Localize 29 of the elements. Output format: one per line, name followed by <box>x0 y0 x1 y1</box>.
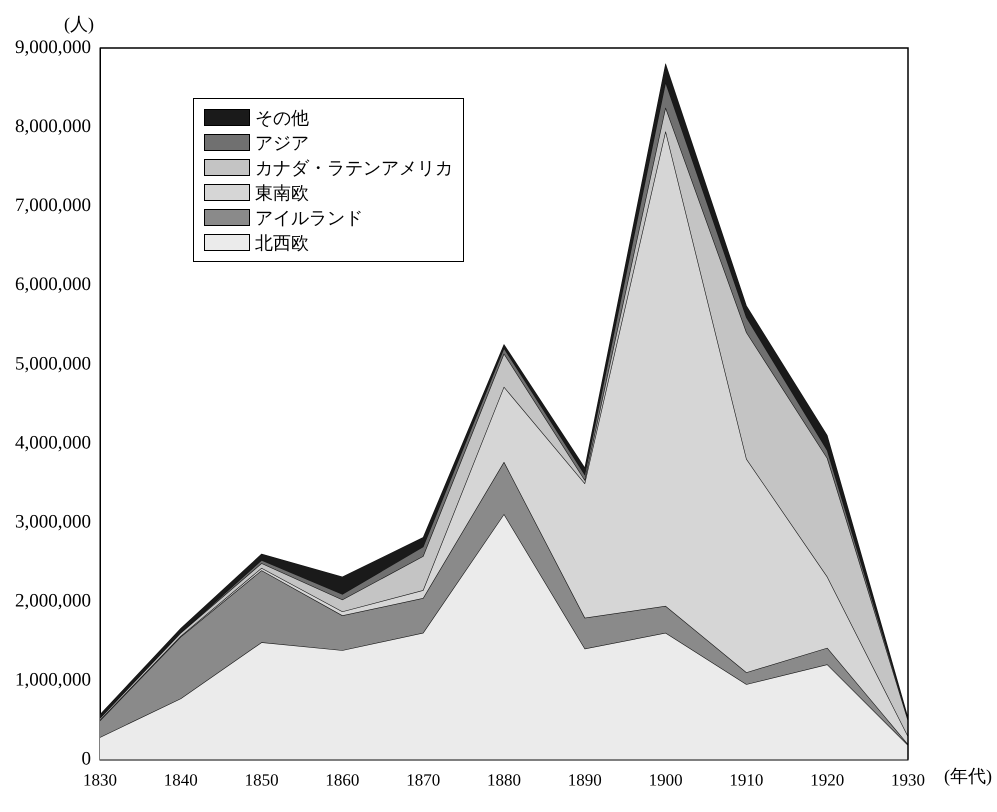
x-tick-label: 1850 <box>244 770 279 790</box>
y-tick-label: 5,000,000 <box>15 353 91 374</box>
y-tick-label: 1,000,000 <box>15 670 91 691</box>
x-tick-label: 1930 <box>891 770 925 790</box>
y-tick-label: 8,000,000 <box>15 116 91 138</box>
x-tick-label: 1870 <box>406 770 440 790</box>
x-tick-label: 1900 <box>648 770 683 790</box>
legend-label: アジア <box>255 132 309 154</box>
x-axis-title: (年代) <box>944 765 992 788</box>
x-tick-label: 1910 <box>729 770 764 790</box>
y-tick-label: 9,000,000 <box>15 36 91 58</box>
y-tick-label: 0 <box>82 748 91 770</box>
y-tick-label: 2,000,000 <box>15 590 91 612</box>
legend-label: 北西欧 <box>255 232 309 254</box>
legend-label: 東南欧 <box>255 182 309 204</box>
x-tick-label: 1880 <box>487 770 521 790</box>
legend-label: その他 <box>255 106 309 130</box>
y-axis-title: (人) <box>64 13 94 36</box>
y-tick-label: 4,000,000 <box>15 432 91 454</box>
y-tick-label: 3,000,000 <box>15 511 91 532</box>
x-tick-label: 1860 <box>325 770 360 790</box>
y-tick-label: 6,000,000 <box>15 274 91 296</box>
legend-label: アイルランド <box>255 206 363 230</box>
x-tick-label: 1840 <box>164 770 198 790</box>
legend-label: カナダ・ラテンアメリカ <box>255 156 453 180</box>
x-tick-label: 1890 <box>568 770 602 790</box>
x-tick-label: 1920 <box>810 770 844 790</box>
x-tick-label: 1830 <box>83 770 117 790</box>
y-tick-label: 7,000,000 <box>15 195 91 216</box>
